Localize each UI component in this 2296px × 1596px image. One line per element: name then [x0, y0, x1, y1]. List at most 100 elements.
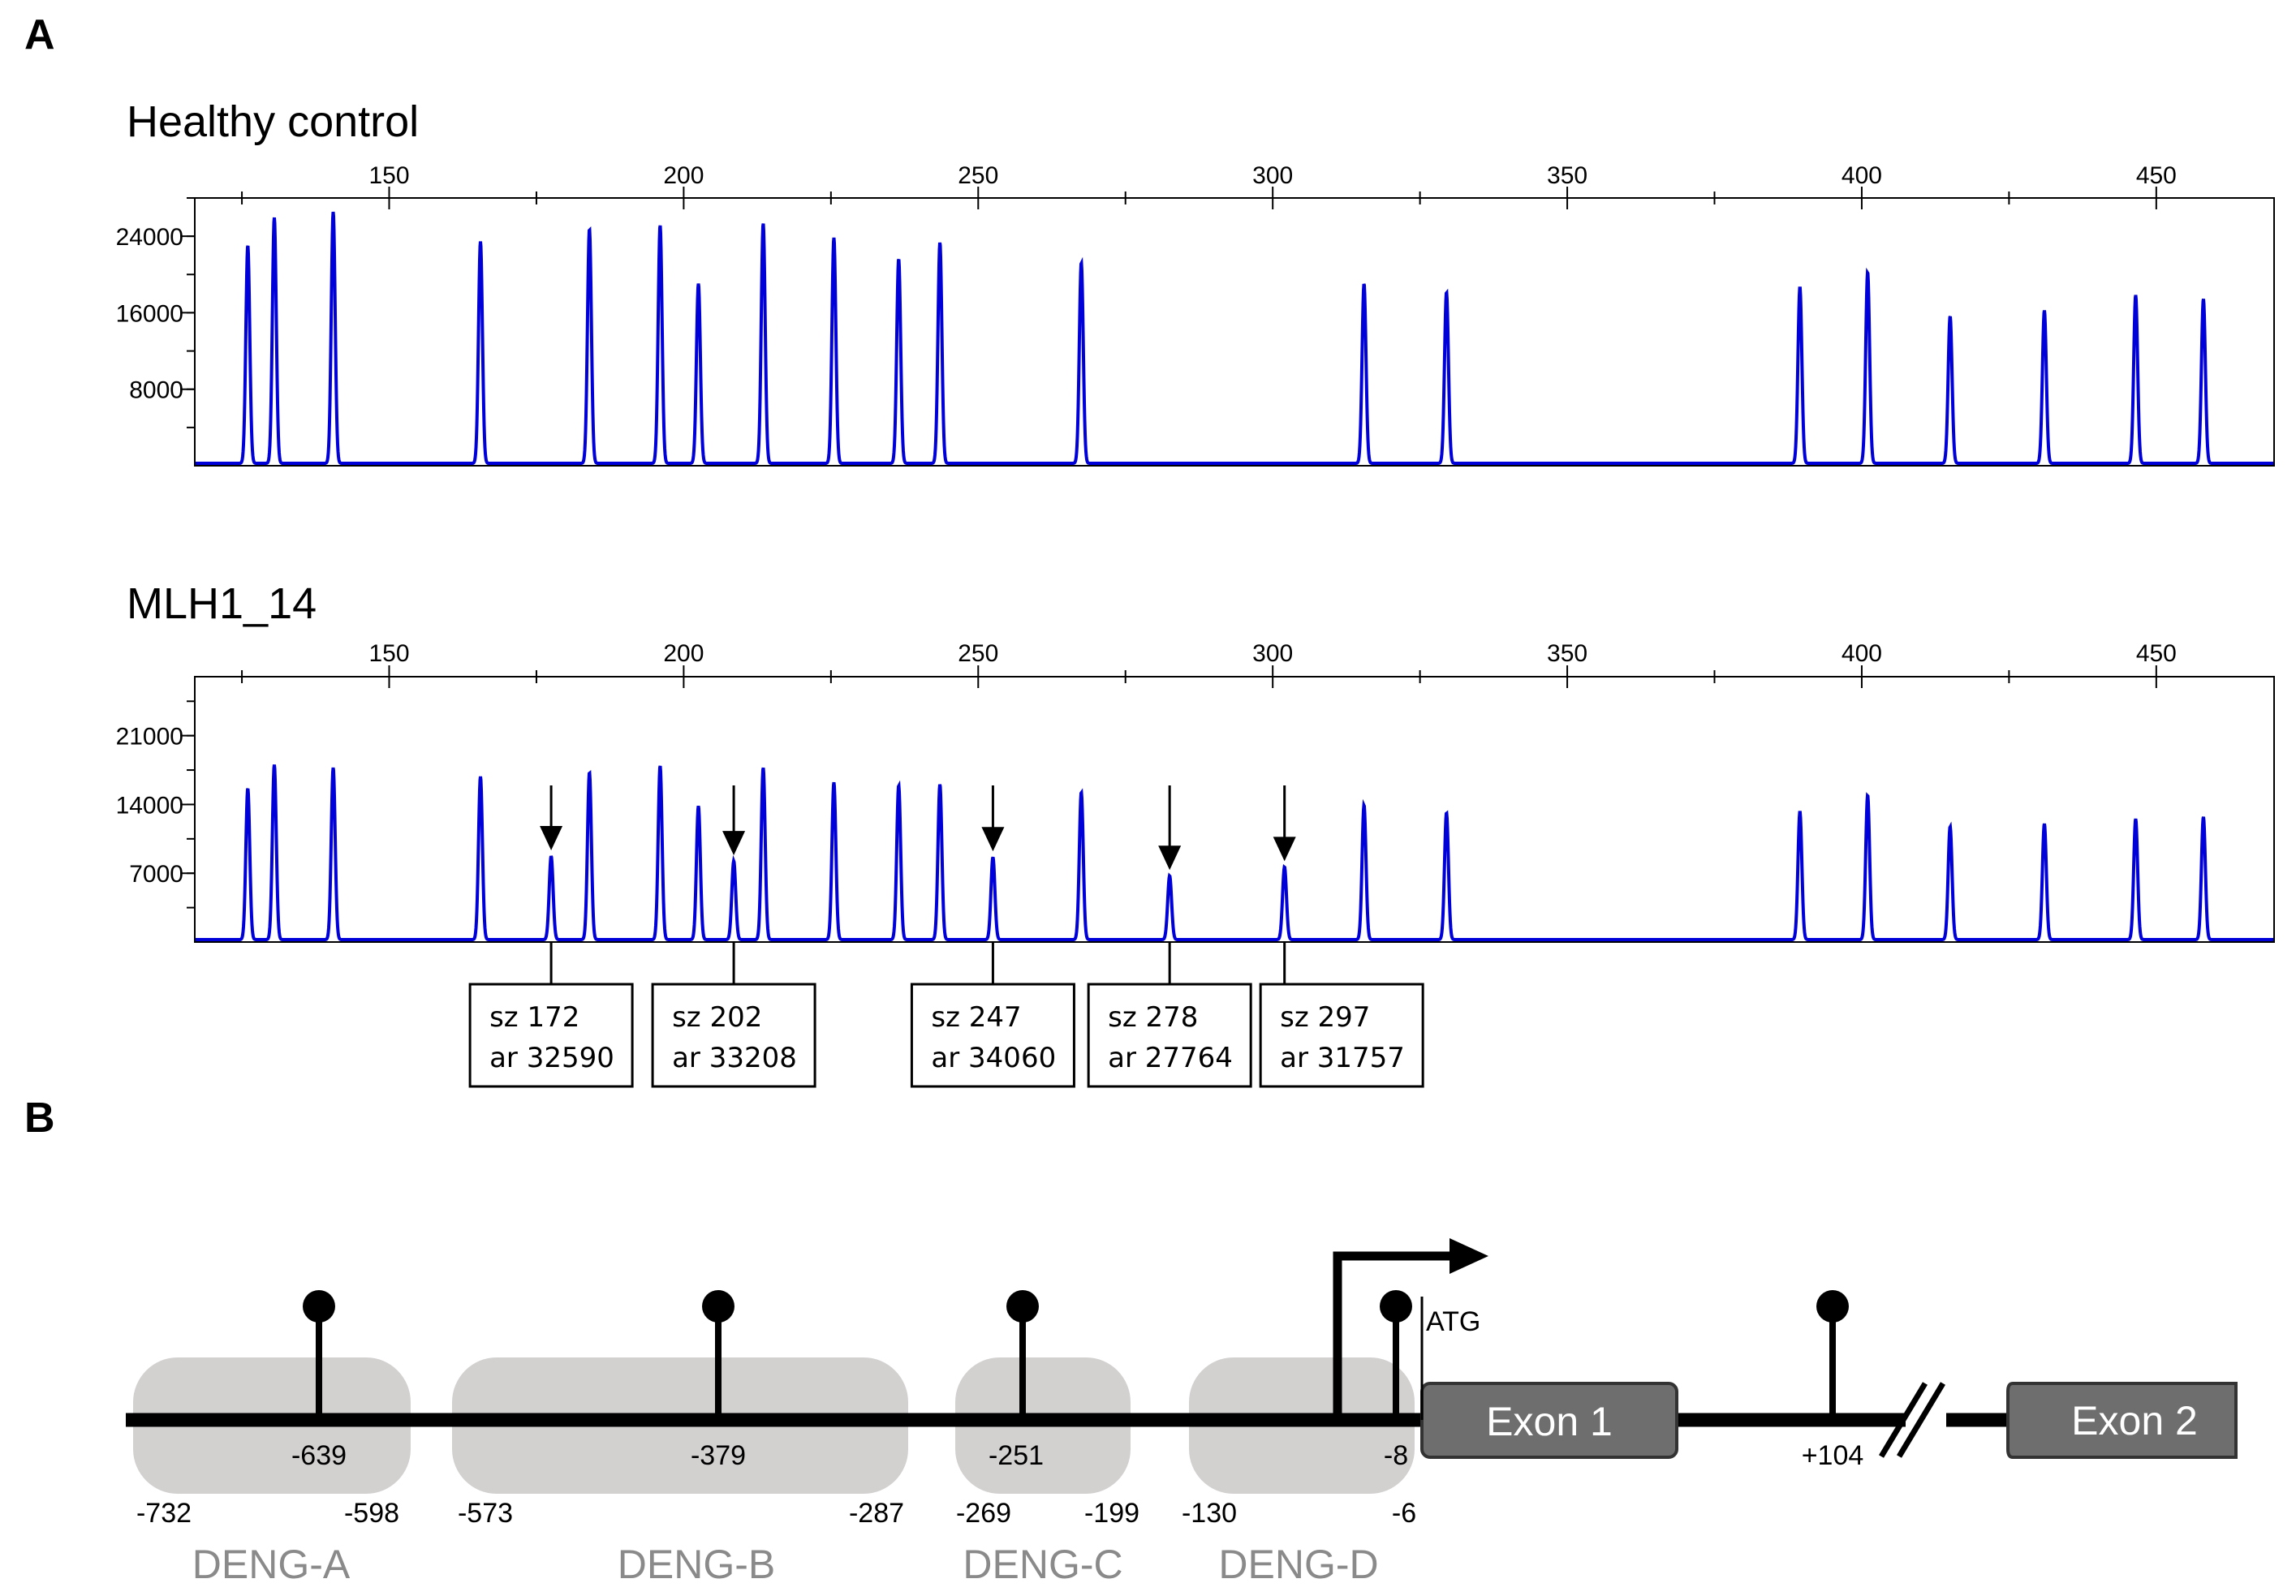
region-end-deng-a: -598 [344, 1498, 399, 1529]
trace-healthy-control [196, 211, 2273, 465]
panel-label-b: B [24, 1095, 55, 1142]
region-name-deng-b: DENG-B [618, 1542, 775, 1587]
x-tick-label: 150 [368, 162, 409, 189]
region-end-deng-c: -199 [1084, 1498, 1139, 1529]
region-end-deng-d: -6 [1392, 1498, 1416, 1529]
peak-point [762, 769, 764, 771]
peak-point [1867, 273, 1868, 275]
annotation-size: sz 202 [672, 1001, 762, 1034]
promoter-diagram: Exon 1 Exon 2 ATG -639 -379 -251 -8 [126, 1238, 2238, 1587]
x-tick-label: 200 [663, 640, 704, 667]
y-tick-label: 16000 [116, 300, 183, 327]
break-mark-2 [1896, 1382, 1946, 1458]
peak-point [762, 225, 764, 226]
site-8: -8 [1380, 1290, 1412, 1471]
peak-point [939, 244, 941, 246]
peak-point [1284, 868, 1286, 870]
annotation-area: ar 34060 [931, 1042, 1056, 1074]
region-start-deng-b: -573 [458, 1498, 513, 1529]
peak-point [1799, 289, 1801, 290]
annotation-size: sz 278 [1108, 1001, 1198, 1034]
annotation-arrow-head [722, 831, 746, 856]
peak-point [1949, 828, 1951, 830]
plot-frame-mlh1-14 [194, 676, 2275, 943]
chart-title-mlh1-14: MLH1_14 [127, 579, 317, 628]
plot-frame-healthy-control [194, 197, 2275, 467]
annotation-size: sz 247 [931, 1001, 1021, 1034]
annotation-box [1259, 983, 1424, 1088]
peak-point [1445, 815, 1447, 816]
peak-point [1867, 797, 1868, 798]
x-tick-label: 300 [1252, 640, 1293, 667]
x-tick-label: 200 [663, 162, 704, 189]
chart-title-healthy-control: Healthy control [127, 97, 419, 146]
peak-point [247, 247, 248, 248]
peak-point [659, 227, 661, 229]
peak-point [274, 766, 275, 768]
peak-point [588, 774, 590, 776]
y-tick-label: 24000 [116, 224, 183, 251]
annotation-box [1087, 983, 1252, 1088]
x-tick-label: 400 [1842, 640, 1882, 667]
tss-arrow-line [1333, 1251, 1451, 1417]
peak-point [898, 260, 899, 262]
site-639: -639 [291, 1290, 347, 1471]
y-tick-label: 14000 [116, 792, 183, 819]
peak-point [1799, 814, 1801, 815]
peak-point [833, 239, 834, 241]
annotation-area: ar 32590 [489, 1042, 614, 1074]
annotation-area: ar 27764 [1108, 1042, 1233, 1074]
peak-point [1169, 877, 1170, 879]
peak-point [333, 769, 334, 771]
peak-point [1949, 318, 1951, 320]
x-tick-label: 450 [2136, 640, 2177, 667]
peak-point [2134, 297, 2136, 299]
peak-point [274, 219, 275, 221]
site-379: -379 [691, 1290, 746, 1471]
peak-point [247, 789, 248, 791]
exon-1-box [1420, 1382, 1678, 1459]
site-label-8: -8 [1384, 1440, 1408, 1471]
x-tick-label: 400 [1842, 162, 1882, 189]
exon-2-label: Exon 2 [2071, 1398, 2198, 1443]
peak-point [1445, 294, 1447, 295]
peak-point [1080, 265, 1082, 266]
region-end-deng-b: -287 [849, 1498, 904, 1529]
site-label-251: -251 [989, 1440, 1044, 1471]
site-104: +104 [1802, 1290, 1863, 1471]
site-marker [1380, 1290, 1412, 1323]
site-marker [1816, 1290, 1849, 1323]
site-marker [1006, 1290, 1039, 1323]
x-tick-label: 450 [2136, 162, 2177, 189]
peak-point [939, 786, 941, 788]
x-tick-label: 150 [368, 640, 409, 667]
peak-point [733, 863, 734, 864]
peak-point [2044, 825, 2045, 827]
annotation-area: ar 33208 [672, 1042, 797, 1074]
y-tick-label: 8000 [129, 377, 183, 404]
peak-point [2203, 819, 2204, 820]
annotation-box [468, 983, 634, 1088]
region-start-deng-a: -732 [136, 1498, 192, 1529]
peak-point [659, 768, 661, 769]
region-start-deng-d: -130 [1182, 1498, 1237, 1529]
break-mark-1 [1878, 1382, 1928, 1458]
peak-point [698, 807, 700, 809]
y-tick-label: 7000 [129, 861, 183, 888]
exon-1-label: Exon 1 [1486, 1399, 1613, 1444]
peak-point [333, 213, 334, 215]
x-tick-label: 350 [1547, 640, 1587, 667]
peak-point [2203, 300, 2204, 302]
annotation-arrow-head [1273, 837, 1296, 862]
x-tick-label: 300 [1252, 162, 1293, 189]
peak-point [1080, 794, 1082, 795]
panel-label-a: A [24, 11, 55, 58]
region-name-deng-c: DENG-C [963, 1542, 1122, 1587]
peak-point [588, 230, 590, 232]
annotation-area: ar 31757 [1280, 1042, 1405, 1074]
peak-point [2134, 820, 2136, 822]
peak-point [698, 285, 700, 286]
annotation-size: sz 297 [1280, 1001, 1370, 1034]
site-251: -251 [989, 1290, 1044, 1471]
